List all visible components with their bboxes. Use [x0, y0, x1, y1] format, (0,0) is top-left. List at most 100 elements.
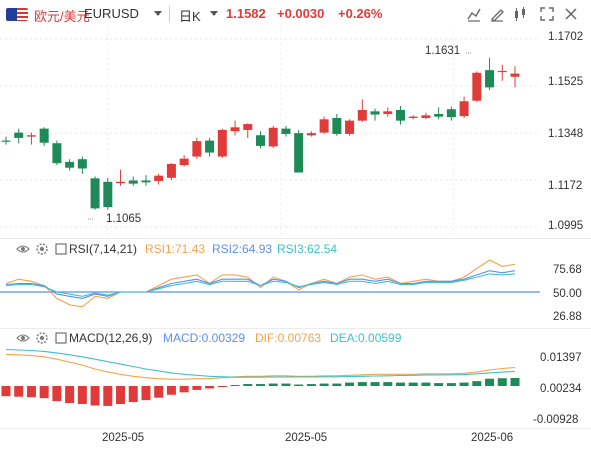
candle-body	[408, 116, 418, 118]
candle	[205, 137, 215, 157]
macd-bar	[154, 386, 164, 398]
candle-body	[446, 109, 456, 118]
line-style-icon[interactable]	[465, 5, 483, 23]
candle-body	[256, 135, 265, 146]
rsi-chart[interactable]	[0, 255, 591, 330]
macd-bar	[77, 386, 87, 405]
panel-divider	[0, 328, 591, 329]
indicator-icon[interactable]	[511, 5, 529, 23]
candle-body	[281, 128, 291, 134]
checkbox-icon[interactable]	[55, 332, 67, 344]
candle-body	[472, 72, 482, 101]
macd-bar	[345, 382, 355, 386]
candle-body	[485, 70, 495, 88]
macd-bar	[14, 386, 24, 397]
price-change-pct: +0.26%	[338, 6, 383, 21]
candle	[154, 173, 164, 185]
candle-body	[65, 161, 75, 168]
pair-name[interactable]: 欧元/美元	[34, 9, 90, 24]
candle-body	[192, 141, 202, 157]
candle	[370, 108, 380, 121]
macd-bar	[332, 383, 342, 386]
price-tick: 1.1172	[548, 180, 583, 192]
macd-bar	[1, 386, 11, 397]
macd-chart[interactable]	[0, 345, 591, 425]
price-tick: 1.0995	[548, 220, 584, 232]
low-price-label: 1.1065	[106, 213, 142, 225]
checkbox-icon[interactable]	[55, 243, 67, 255]
candle-body	[166, 163, 176, 178]
macd-bar	[128, 386, 138, 403]
settings-icon[interactable]	[35, 242, 49, 256]
candle	[52, 140, 62, 166]
pair-code[interactable]: EURUSD	[84, 6, 139, 21]
macd-bar	[65, 386, 75, 404]
macd-bar	[459, 382, 469, 386]
rsi2-line	[5, 270, 516, 299]
candle	[103, 177, 113, 210]
candle-body	[383, 111, 393, 114]
macd-bar	[26, 386, 36, 398]
x-axis-divider	[0, 428, 591, 429]
macd-bar	[421, 382, 431, 386]
dif-value: DIF:0.00763	[255, 331, 322, 345]
candle	[459, 96, 469, 118]
eye-icon[interactable]	[16, 331, 30, 345]
price-tick: 1.1348	[548, 128, 584, 140]
rsi-tick: 75.68	[553, 264, 582, 276]
eur-usd-flag-icon	[6, 8, 28, 21]
draw-icon[interactable]	[488, 5, 506, 23]
rsi-title: RSI(7,14,21)	[69, 242, 138, 256]
candle-body	[205, 140, 215, 153]
eye-icon[interactable]	[16, 242, 30, 256]
macd-tick: -0.00928	[533, 414, 579, 426]
macd-bar	[230, 385, 240, 387]
candle	[345, 119, 355, 136]
macd-bar	[205, 386, 215, 389]
rsi-tick: 26.88	[553, 311, 582, 323]
candle-body	[26, 135, 36, 137]
macd-bar	[370, 382, 380, 386]
macd-bar	[179, 386, 189, 393]
candle-body	[230, 127, 240, 132]
price-tick: 1.1702	[548, 31, 584, 43]
candle-body	[510, 73, 520, 77]
candle	[26, 132, 36, 145]
macd-bar	[52, 386, 62, 402]
candle-body	[459, 101, 469, 117]
candle-body	[306, 133, 316, 136]
dea-line	[5, 348, 516, 378]
candle	[357, 99, 367, 122]
candle	[179, 155, 189, 167]
candle-body	[497, 70, 507, 73]
pair-dropdown-icon[interactable]	[154, 11, 162, 16]
candle	[192, 137, 202, 159]
panel-divider	[0, 238, 591, 239]
candle-body	[319, 119, 329, 133]
period-dropdown-icon[interactable]	[210, 11, 218, 16]
macd-bar	[166, 386, 176, 395]
macd-bar	[103, 386, 113, 406]
candle-body	[154, 175, 164, 181]
candle	[230, 120, 240, 136]
macd-bar	[446, 383, 456, 386]
fullscreen-icon[interactable]	[538, 5, 556, 23]
candle	[243, 123, 253, 138]
candlestick-chart[interactable]	[0, 28, 591, 238]
candle	[408, 115, 418, 120]
candle	[65, 159, 75, 171]
rsi3-line	[5, 273, 516, 297]
settings-icon[interactable]	[35, 331, 49, 345]
candle	[128, 176, 138, 186]
period-selector[interactable]: 日K	[179, 9, 201, 24]
rsi3-value: RSI3:62.54	[277, 242, 338, 256]
macd-bar	[319, 383, 329, 386]
candle	[421, 112, 431, 120]
candle-body	[179, 158, 189, 166]
macd-bar	[39, 386, 49, 399]
close-icon[interactable]	[562, 5, 580, 23]
candle	[332, 113, 342, 136]
macd-bar	[281, 383, 291, 386]
candle	[14, 128, 24, 144]
candle-body	[332, 117, 342, 134]
